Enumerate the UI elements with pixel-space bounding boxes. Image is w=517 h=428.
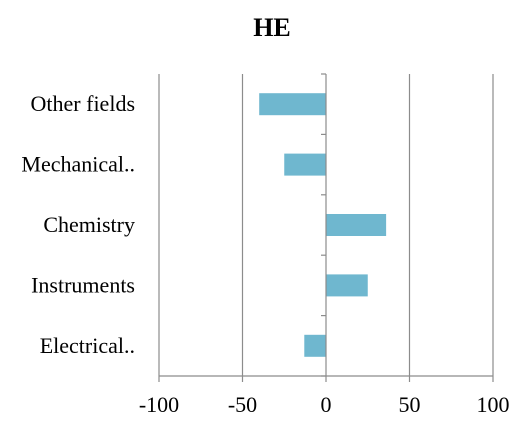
bar: [326, 214, 387, 236]
x-tick-label: 50: [399, 392, 421, 417]
grid-layer: [158, 74, 494, 382]
x-tick-label: -100: [139, 392, 179, 417]
bar-layer: [259, 93, 387, 357]
category-label: Mechanical..: [21, 152, 135, 177]
axis-layer: [159, 73, 493, 382]
bar: [326, 274, 368, 297]
bar: [259, 93, 326, 116]
category-label: Instruments: [31, 272, 135, 297]
x-tick-label: -50: [228, 392, 257, 417]
bar: [284, 153, 326, 176]
category-label: Other fields: [31, 91, 135, 116]
x-tick-label: 0: [321, 392, 332, 417]
chart-title: HE: [253, 13, 291, 42]
label-layer: -100 -50 0 50 100 Electrical.. Instruments Chem…: [21, 91, 509, 417]
category-label: Electrical..: [40, 333, 135, 358]
category-label: Chemistry: [43, 212, 135, 237]
x-tick-label: 100: [477, 392, 510, 417]
bar: [304, 334, 326, 357]
